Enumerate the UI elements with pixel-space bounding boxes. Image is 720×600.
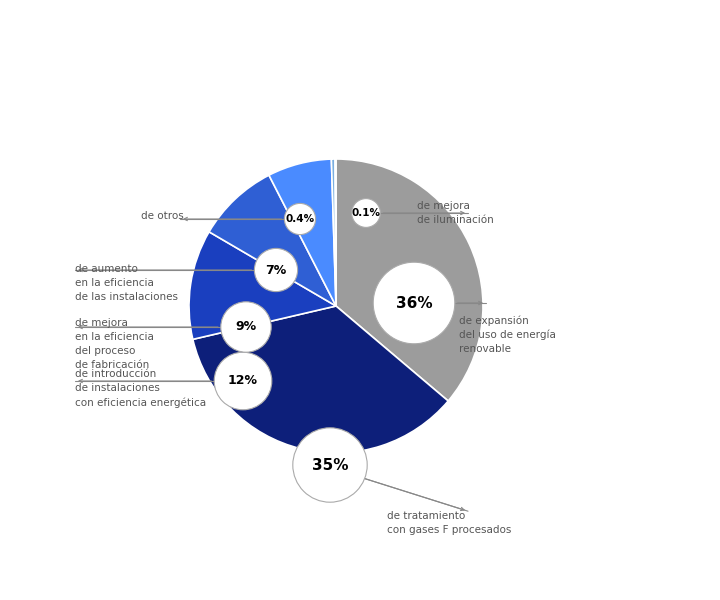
Circle shape [221, 302, 271, 352]
Wedge shape [336, 159, 483, 401]
Circle shape [373, 262, 455, 344]
Circle shape [293, 428, 367, 502]
Text: 12%: 12% [228, 374, 258, 388]
Text: de aumento
en la eficiencia
de las instalaciones: de aumento en la eficiencia de las insta… [75, 264, 178, 302]
Text: de otros: de otros [141, 211, 184, 221]
Text: 9%: 9% [235, 320, 256, 334]
Text: de tratamiento
con gases F procesados: de tratamiento con gases F procesados [387, 511, 511, 535]
Wedge shape [331, 159, 336, 306]
Wedge shape [189, 232, 336, 340]
Text: 0.1%: 0.1% [351, 208, 380, 218]
Circle shape [215, 352, 272, 410]
Text: 35%: 35% [312, 457, 348, 473]
Text: de mejora
en la eficiencia
del proceso
de fabricación: de mejora en la eficiencia del proceso d… [75, 318, 154, 370]
Wedge shape [269, 159, 336, 306]
Wedge shape [209, 175, 336, 306]
Text: de introducción
de instalaciones
con eficiencia energética: de introducción de instalaciones con efi… [75, 369, 206, 408]
Circle shape [254, 248, 297, 292]
Circle shape [284, 203, 315, 235]
Text: de mejora
de iluminación: de mejora de iluminación [417, 201, 494, 225]
Text: 7%: 7% [266, 263, 287, 277]
Wedge shape [335, 159, 336, 306]
Wedge shape [193, 306, 448, 453]
Text: 0.4%: 0.4% [285, 214, 315, 224]
Circle shape [351, 199, 380, 227]
Text: de expansión
del uso de energía
renovable: de expansión del uso de energía renovabl… [459, 315, 556, 354]
Text: 36%: 36% [396, 295, 432, 311]
